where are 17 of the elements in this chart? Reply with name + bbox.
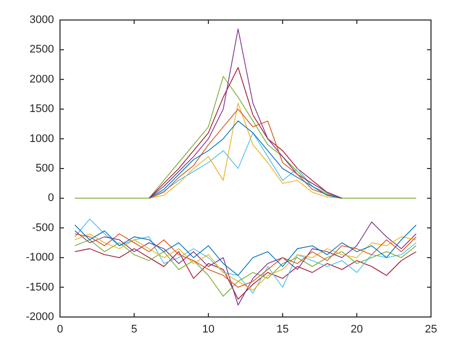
y-tick-label: 3000 (30, 14, 54, 26)
x-tick-label: 25 (424, 324, 438, 336)
y-tick-label: -500 (32, 222, 54, 234)
y-tick-label: 2500 (30, 44, 54, 56)
x-tick-label: 5 (131, 324, 138, 336)
y-tick-label: 1500 (30, 103, 54, 116)
y-tick-label: 1000 (30, 132, 54, 145)
x-tick-label: 10 (202, 324, 215, 336)
x-tick-label: 15 (276, 324, 289, 336)
x-tick-label: 20 (350, 324, 363, 336)
y-tick-label: 500 (36, 162, 54, 175)
y-tick-label: -2000 (26, 311, 54, 324)
y-tick-label: -1000 (26, 252, 54, 264)
y-tick-label: 0 (48, 192, 54, 204)
y-tick-label: 2000 (30, 73, 54, 86)
y-tick-label: -1500 (26, 281, 54, 294)
x-tick-label: 0 (56, 324, 64, 336)
